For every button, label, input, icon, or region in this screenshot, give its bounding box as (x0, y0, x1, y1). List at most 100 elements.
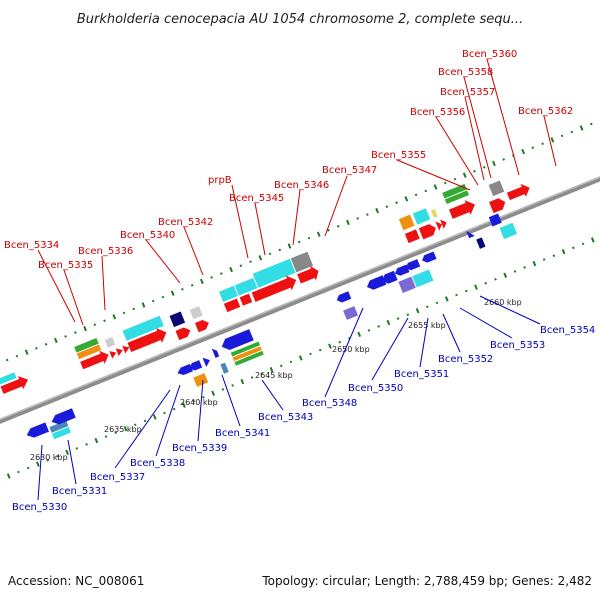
gene-arrow-bcen-5334[interactable] (79, 348, 111, 372)
gene-label-bcen-5336[interactable]: Bcen_5336 (78, 246, 133, 257)
gene-label-bcen-5347[interactable]: Bcen_5347 (322, 165, 377, 176)
gene-block-green[interactable] (442, 183, 467, 199)
gene-arrow-bcen-5346[interactable] (251, 273, 300, 305)
gene-label-bcen-5351[interactable]: Bcen_5351 (394, 369, 449, 380)
gene-label-bcen-5348[interactable]: Bcen_5348 (302, 398, 357, 409)
gene-block-green[interactable] (444, 190, 469, 205)
gene-arrow-rev[interactable] (188, 360, 203, 372)
gene-label-bcen-5354[interactable]: Bcen_5354 (540, 325, 595, 336)
gene-arrow-bcen-5341[interactable] (220, 329, 254, 352)
gene-label-prpb[interactable]: prpB (208, 175, 232, 186)
gene-label-bcen-5330[interactable]: Bcen_5330 (12, 502, 67, 513)
gene-arrow-rev[interactable] (176, 363, 193, 377)
gene-block-yellow[interactable] (430, 208, 438, 218)
gene-block-gray[interactable] (488, 180, 505, 197)
gene-block-cyan[interactable] (52, 426, 71, 440)
gene-label-bcen-5362[interactable]: Bcen_5362 (518, 106, 573, 117)
gene-label-bcen-5334[interactable]: Bcen_5334 (4, 240, 59, 251)
small-gene-arrow[interactable] (109, 349, 118, 359)
gene-label-bcen-5350[interactable]: Bcen_5350 (348, 383, 403, 394)
gene-label-bcen-5352[interactable]: Bcen_5352 (438, 354, 493, 365)
small-gene-arrow-rev[interactable] (202, 355, 212, 367)
gene-label-bcen-5356[interactable]: Bcen_5356 (410, 107, 465, 118)
gene-arrow-bcen-5353[interactable] (421, 251, 437, 264)
gene-label-bcen-5338[interactable]: Bcen_5338 (130, 458, 185, 469)
small-gene-arrow[interactable] (435, 220, 443, 231)
gene-block-prpb[interactable] (223, 298, 241, 313)
dotted-tick (123, 426, 128, 432)
gene-arrow-bcen-5342[interactable] (194, 318, 211, 333)
gene-label-bcen-5353[interactable]: Bcen_5353 (490, 340, 545, 351)
small-gene-arrow-rev[interactable] (466, 228, 475, 239)
small-gene-arrow-rev[interactable] (211, 347, 220, 358)
gene-label-bcen-5358[interactable]: Bcen_5358 (438, 67, 493, 78)
gene-arrow-rev[interactable] (25, 422, 50, 440)
gene-label-bcen-5346[interactable]: Bcen_5346 (274, 180, 329, 191)
gene-arrow[interactable] (0, 373, 31, 396)
gene-label-bcen-5343[interactable]: Bcen_5343 (258, 412, 313, 423)
gene-block-blue[interactable] (488, 213, 502, 227)
leader-line (435, 116, 479, 186)
gene-label-bcen-5355[interactable]: Bcen_5355 (371, 150, 426, 161)
gene-arrow-bcen-5360[interactable] (448, 197, 478, 222)
gene-block-bcen-5346[interactable] (252, 258, 296, 288)
dotted-tick (492, 160, 496, 167)
gene-label-bcen-5340[interactable]: Bcen_5340 (120, 230, 175, 241)
gene-block-orange[interactable] (76, 344, 102, 360)
gene-label-bcen-5342[interactable]: Bcen_5342 (158, 217, 213, 228)
gene-label-bcen-5357[interactable]: Bcen_5357 (440, 87, 495, 98)
gene-arrow-bcen-5331[interactable] (50, 408, 76, 426)
gene-block-gray[interactable] (290, 251, 314, 273)
gene-block-orange[interactable] (398, 214, 415, 231)
gene-block-purple[interactable] (398, 276, 416, 293)
gene-block-green[interactable] (74, 338, 99, 353)
gene-label-bcen-5345[interactable]: Bcen_5345 (229, 193, 284, 204)
gene-block-gray[interactable] (104, 337, 116, 348)
gene-arrow-rev[interactable] (381, 270, 398, 286)
gene-block-cyan[interactable] (219, 285, 238, 302)
gene-block-cyan[interactable] (412, 208, 431, 225)
gene-block-cyan[interactable] (234, 277, 258, 296)
gene-block-red[interactable] (239, 293, 253, 306)
gene-label-bcen-5331[interactable]: Bcen_5331 (52, 486, 107, 497)
gene-arrow[interactable] (506, 181, 533, 203)
gene-arrow-bcen-5347[interactable] (296, 264, 321, 287)
dotted-tick (192, 399, 195, 403)
gene-block-cyan[interactable] (412, 269, 434, 288)
gene-block-navy[interactable] (169, 311, 186, 328)
gene-label-bcen-5335[interactable]: Bcen_5335 (38, 260, 93, 271)
gene-label-bcen-5341[interactable]: Bcen_5341 (215, 428, 270, 439)
small-gene-arrow[interactable] (122, 344, 131, 354)
gene-block-orange[interactable] (193, 373, 209, 387)
gene-block-orange[interactable] (232, 346, 262, 362)
gene-block-green[interactable] (234, 350, 264, 366)
small-gene-arrow[interactable] (440, 218, 448, 229)
gene-block-cyan[interactable] (499, 222, 518, 240)
gene-arrow-rev[interactable] (335, 291, 352, 304)
gene-label-bcen-5360[interactable]: Bcen_5360 (462, 49, 517, 60)
gene-block-gray[interactable] (189, 306, 203, 320)
dotted-tick (104, 435, 108, 438)
gene-block[interactable] (0, 372, 17, 385)
gene-arrow-bcen-5351[interactable] (404, 259, 421, 272)
gene-block-red[interactable] (404, 229, 420, 244)
gene-arrow-bcen-5336[interactable] (126, 325, 169, 355)
gene-arrow[interactable] (418, 222, 438, 240)
gene-label-bcen-5339[interactable]: Bcen_5339 (172, 443, 227, 454)
gene-block-steel[interactable] (220, 362, 229, 374)
gene-block-green[interactable] (230, 341, 261, 357)
gene-arrow-bcen-5340[interactable] (175, 326, 193, 341)
gene-label-bcen-5337[interactable]: Bcen_5337 (90, 472, 145, 483)
gene-arrow-bcen-5348[interactable] (365, 275, 387, 291)
dotted-tick (114, 431, 118, 434)
dotted-tick (152, 414, 157, 420)
dotted-tick (35, 346, 38, 350)
gene-arrow-bcen-5362[interactable] (489, 196, 507, 214)
gene-block-cyan[interactable] (122, 315, 164, 341)
small-gene-arrow[interactable] (115, 346, 125, 356)
gene-block-purple[interactable] (343, 306, 358, 320)
gene-arrow-rev[interactable] (393, 264, 410, 278)
dotted-tick (316, 231, 321, 237)
gene-block-navy[interactable] (476, 237, 486, 249)
gene-block-steel[interactable] (49, 420, 69, 433)
